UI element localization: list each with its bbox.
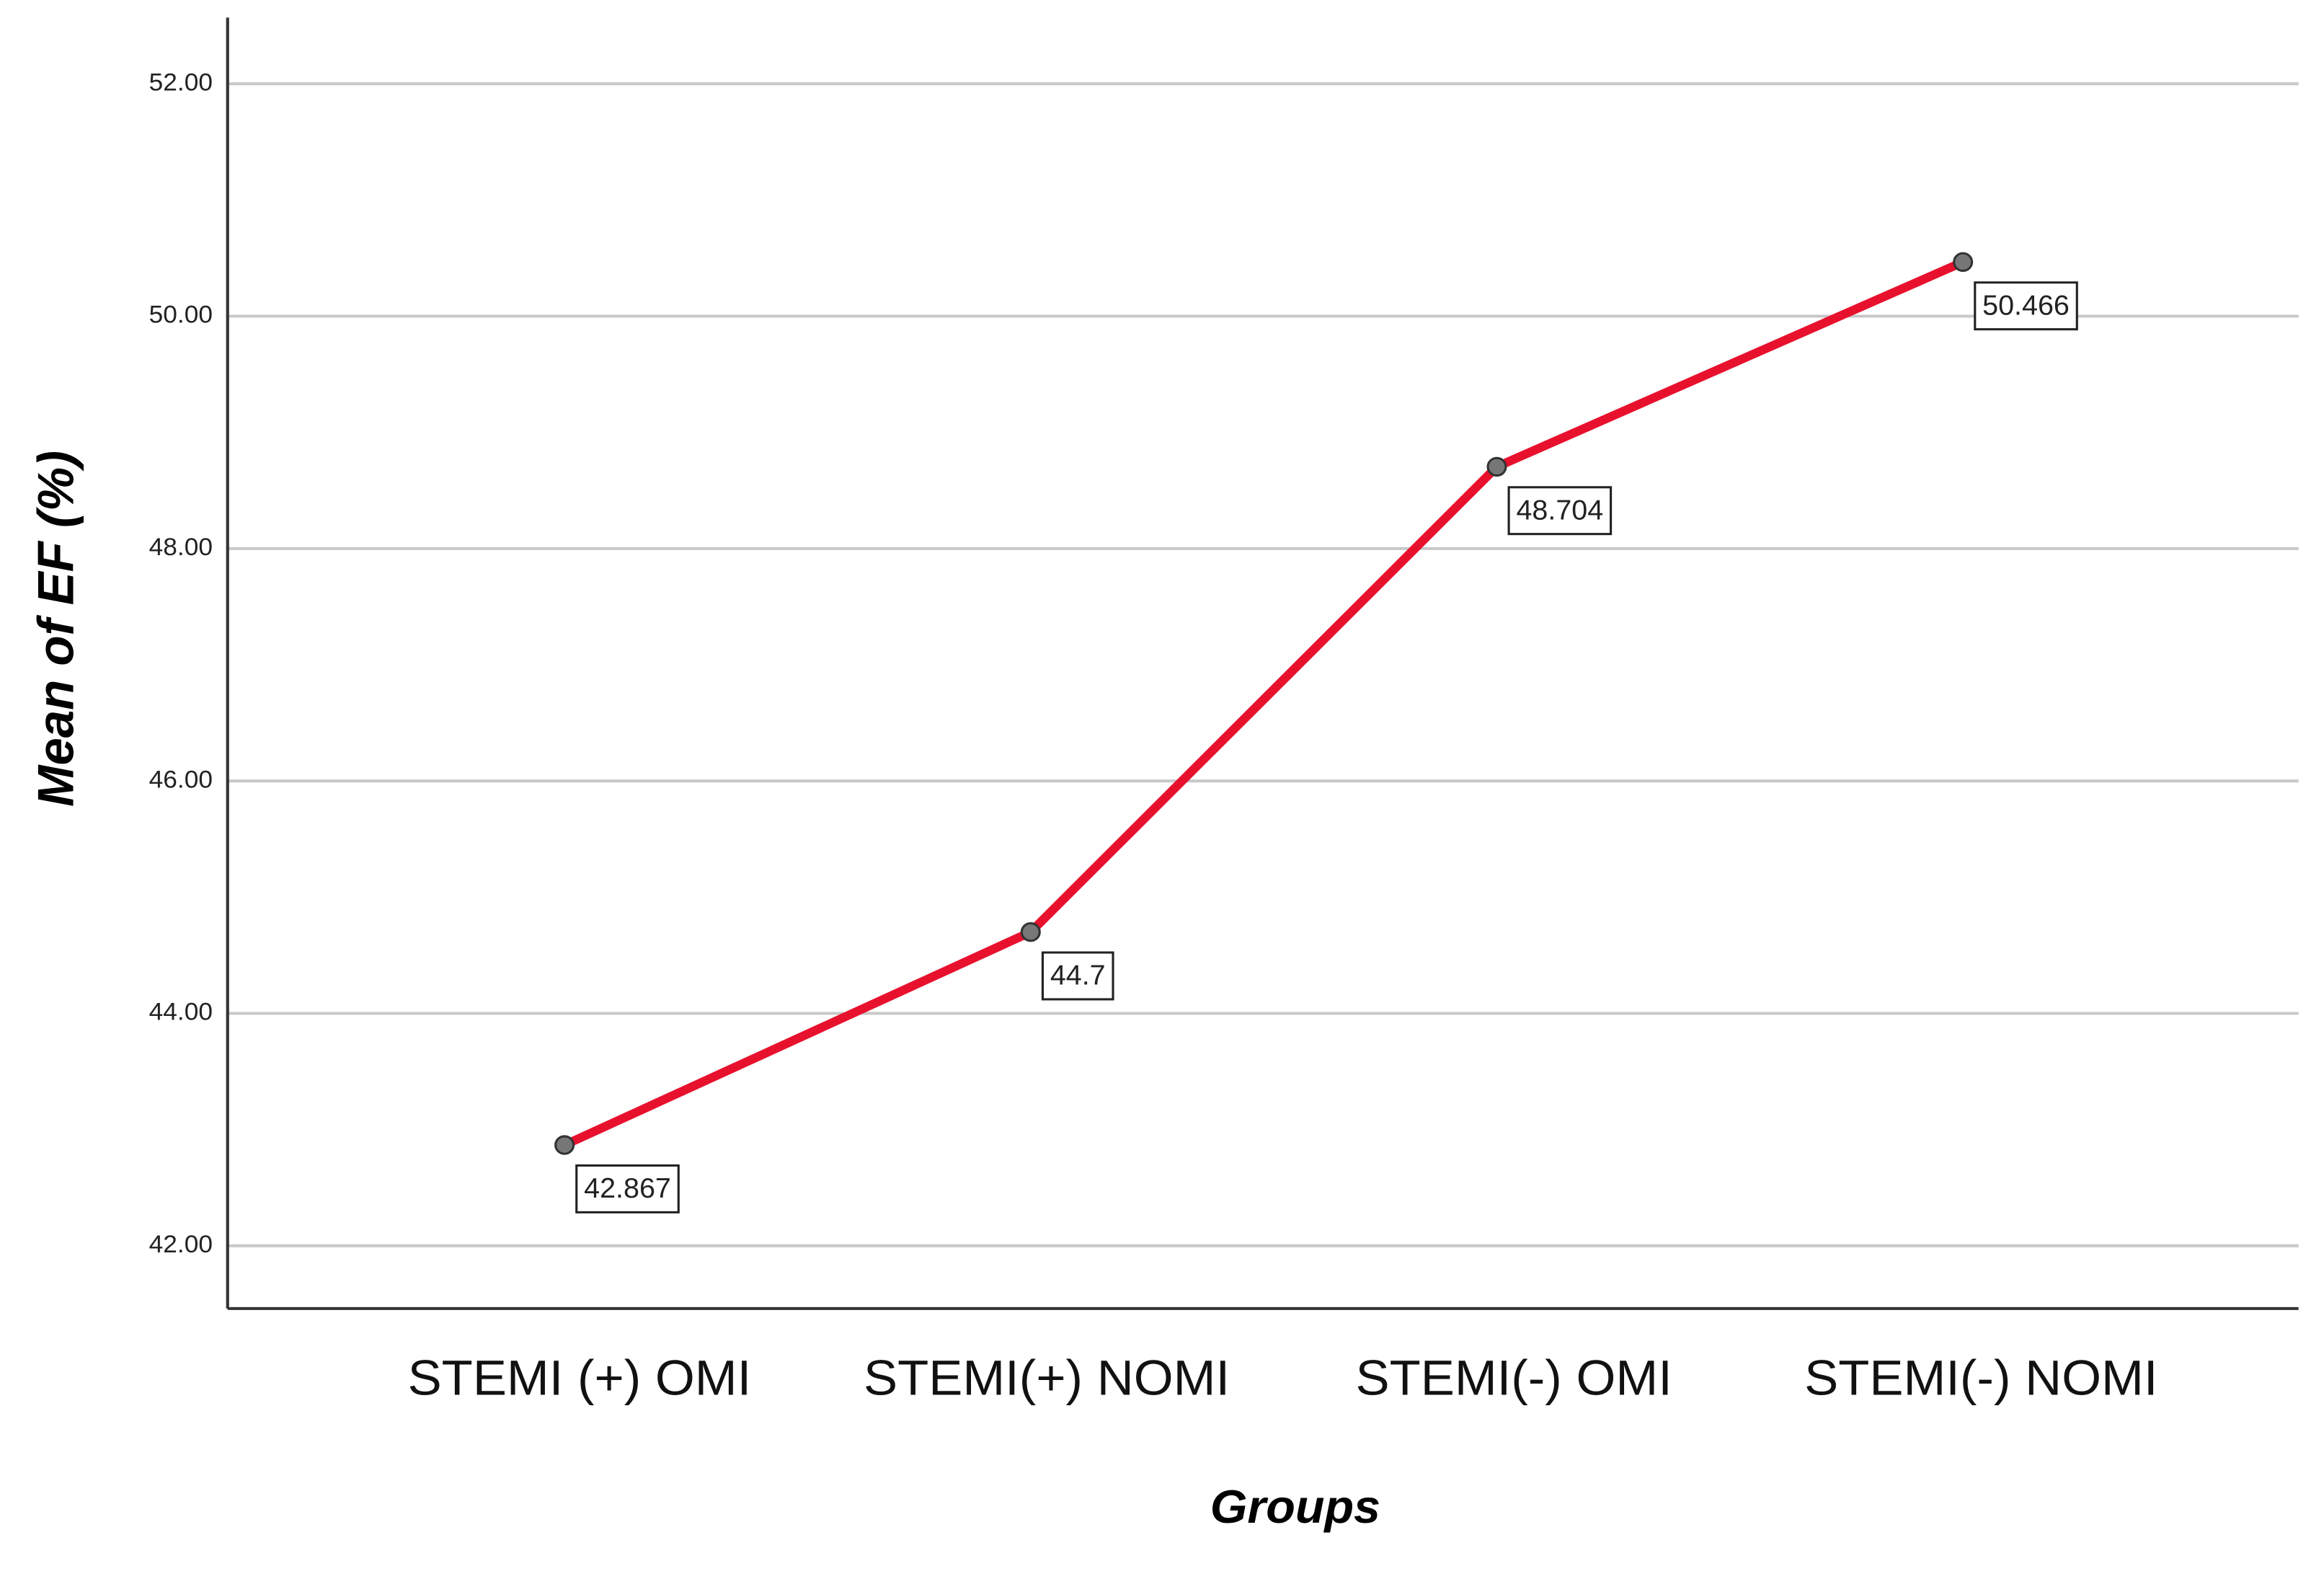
x-tick-label: STEMI(-) OMI	[1356, 1350, 1672, 1405]
data-label-box	[1041, 951, 1114, 1001]
y-tick-label: 52.00	[149, 68, 213, 97]
y-tick-label: 50.00	[149, 301, 213, 329]
x-tick-label: STEMI(-) NOMI	[1804, 1350, 2157, 1405]
data-label: 48.704	[1516, 495, 1603, 526]
data-point	[1020, 922, 1041, 942]
data-point	[1953, 252, 1974, 273]
x-tick-label: STEMI (+) OMI	[408, 1350, 752, 1405]
y-tick-label: 48.00	[149, 533, 213, 561]
y-axis-title: Mean of EF (%)	[27, 451, 84, 807]
x-tick-label: STEMI(+) NOMI	[864, 1350, 1230, 1405]
data-label: 50.466	[1982, 291, 2070, 321]
data-point	[554, 1135, 575, 1155]
x-axis-title: Groups	[1210, 1481, 1380, 1533]
data-label: 42.867	[584, 1174, 671, 1204]
data-label-box	[1974, 281, 2078, 331]
y-tick-label: 46.00	[149, 766, 213, 794]
data-label: 44.7	[1050, 960, 1106, 991]
y-tick-label: 44.00	[149, 998, 213, 1026]
data-label-box	[575, 1164, 680, 1213]
data-label-box	[1507, 486, 1613, 536]
data-line	[562, 257, 1965, 1149]
y-tick-label: 42.00	[149, 1230, 213, 1258]
data-point	[1486, 456, 1507, 477]
